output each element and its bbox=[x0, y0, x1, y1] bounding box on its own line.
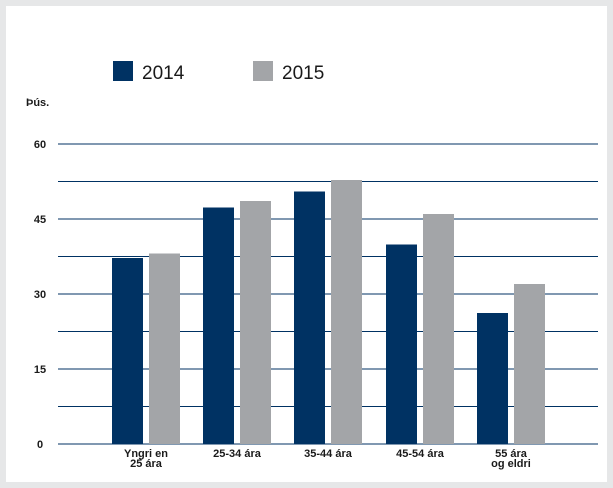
y-tick-label: 30 bbox=[34, 289, 46, 301]
bar-2015-0 bbox=[149, 253, 180, 444]
legend-label-2015: 2015 bbox=[282, 63, 324, 84]
gridlines bbox=[58, 143, 598, 445]
x-category-label: 35-44 ára bbox=[304, 448, 353, 460]
bar-2014-4 bbox=[477, 313, 508, 444]
y-tick-label: 0 bbox=[37, 439, 43, 451]
bar-2014-1 bbox=[203, 207, 234, 444]
y-axis-unit-label: Þús. bbox=[26, 97, 49, 109]
x-category-label: 25 ára bbox=[130, 458, 163, 470]
y-tick-label: 60 bbox=[34, 139, 46, 151]
y-axis-ticks: 0 15 30 45 60 bbox=[34, 139, 46, 451]
x-category-label: Yngri en bbox=[124, 448, 168, 460]
bar-2015-1 bbox=[240, 201, 271, 444]
bar-2014-3 bbox=[386, 244, 417, 444]
chart-card: 2014 2015 Þús. 0 15 30 45 60 Yngri en 25 ára 25… bbox=[6, 6, 607, 482]
y-tick-label: 15 bbox=[34, 364, 46, 376]
x-category-label: 45-54 ára bbox=[396, 448, 445, 460]
bar-2015-2 bbox=[331, 180, 362, 444]
bar-2015-4 bbox=[514, 284, 545, 444]
bars bbox=[112, 180, 545, 444]
bar-2015-3 bbox=[423, 214, 454, 444]
legend-swatch-2015 bbox=[253, 61, 273, 81]
legend-swatch-2014 bbox=[113, 61, 133, 81]
legend-label-2014: 2014 bbox=[142, 63, 185, 84]
bar-2014-0 bbox=[112, 258, 143, 444]
legend: 2014 2015 bbox=[113, 61, 324, 84]
x-category-label: 25-34 ára bbox=[213, 448, 262, 460]
bar-2014-2 bbox=[294, 191, 325, 444]
x-category-label: 55 ára bbox=[495, 448, 528, 460]
y-tick-label: 45 bbox=[34, 214, 46, 226]
x-category-label: og eldri bbox=[491, 458, 531, 470]
